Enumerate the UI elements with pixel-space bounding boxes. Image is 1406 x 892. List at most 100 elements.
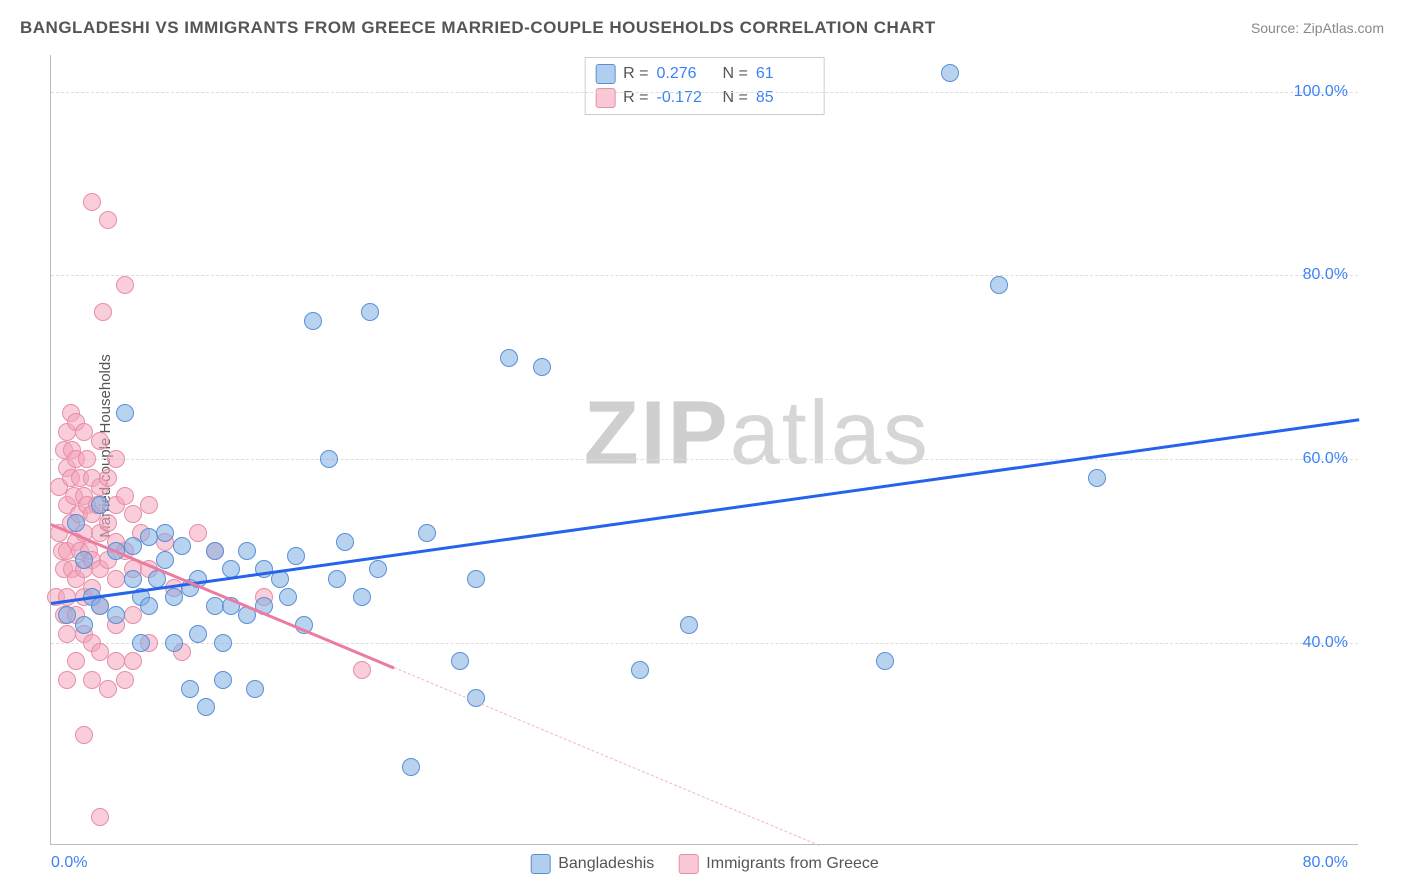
data-point: [75, 551, 93, 569]
y-tick-label: 80.0%: [1303, 266, 1348, 284]
data-point: [369, 560, 387, 578]
legend-item: Bangladeshis: [530, 854, 654, 874]
gridline: [51, 643, 1358, 644]
data-point: [451, 652, 469, 670]
data-point: [124, 606, 142, 624]
data-point: [58, 671, 76, 689]
stats-legend: R =0.276N =61R =-0.172N =85: [584, 57, 825, 115]
data-point: [287, 547, 305, 565]
data-point: [165, 588, 183, 606]
data-point: [67, 652, 85, 670]
data-point: [165, 634, 183, 652]
y-tick-label: 40.0%: [1303, 634, 1348, 652]
data-point: [418, 524, 436, 542]
data-point: [116, 487, 134, 505]
data-point: [124, 652, 142, 670]
data-point: [91, 808, 109, 826]
data-point: [353, 661, 371, 679]
data-point: [1088, 469, 1106, 487]
legend-swatch: [678, 854, 698, 874]
source-attribution: Source: ZipAtlas.com: [1251, 20, 1384, 36]
data-point: [91, 643, 109, 661]
data-point: [181, 680, 199, 698]
data-point: [116, 671, 134, 689]
x-tick-label: 0.0%: [51, 854, 87, 872]
data-point: [279, 588, 297, 606]
data-point: [941, 64, 959, 82]
data-point: [91, 597, 109, 615]
trendline-bangladeshis: [51, 418, 1359, 604]
data-point: [91, 432, 109, 450]
data-point: [214, 634, 232, 652]
legend-item: Immigrants from Greece: [678, 854, 878, 874]
data-point: [58, 588, 76, 606]
data-point: [140, 597, 158, 615]
data-point: [99, 680, 117, 698]
stats-row: R =0.276N =61: [595, 62, 814, 86]
data-point: [94, 303, 112, 321]
chart-title: BANGLADESHI VS IMMIGRANTS FROM GREECE MA…: [20, 18, 936, 38]
data-point: [402, 758, 420, 776]
data-point: [75, 726, 93, 744]
data-point: [99, 514, 117, 532]
gridline: [51, 275, 1358, 276]
n-value: 61: [756, 65, 814, 83]
data-point: [58, 625, 76, 643]
data-point: [336, 533, 354, 551]
data-point: [533, 358, 551, 376]
data-point: [83, 193, 101, 211]
data-point: [58, 606, 76, 624]
data-point: [328, 570, 346, 588]
data-point: [500, 349, 518, 367]
data-point: [124, 505, 142, 523]
data-point: [189, 625, 207, 643]
data-point: [75, 616, 93, 634]
data-point: [189, 524, 207, 542]
data-point: [156, 524, 174, 542]
data-point: [353, 588, 371, 606]
data-point: [83, 671, 101, 689]
r-label: R =: [623, 65, 648, 83]
data-point: [99, 469, 117, 487]
data-point: [214, 671, 232, 689]
data-point: [99, 211, 117, 229]
data-point: [361, 303, 379, 321]
y-tick-label: 100.0%: [1294, 83, 1348, 101]
data-point: [107, 606, 125, 624]
data-point: [304, 312, 322, 330]
data-point: [255, 560, 273, 578]
gridline: [51, 459, 1358, 460]
series-legend: Bangladeshis Immigrants from Greece: [530, 854, 879, 874]
data-point: [206, 597, 224, 615]
data-point: [91, 496, 109, 514]
data-point: [124, 570, 142, 588]
plot-area: ZIPatlas R =0.276N =61R =-0.172N =85 Ban…: [50, 55, 1358, 845]
data-point: [116, 404, 134, 422]
legend-swatch: [595, 64, 615, 84]
data-point: [320, 450, 338, 468]
watermark: ZIPatlas: [584, 382, 930, 485]
data-point: [990, 276, 1008, 294]
trendline-greece-extrapolated: [394, 667, 819, 846]
data-point: [124, 537, 142, 555]
legend-swatch: [530, 854, 550, 874]
data-point: [78, 450, 96, 468]
data-point: [107, 450, 125, 468]
data-point: [173, 537, 191, 555]
data-point: [680, 616, 698, 634]
legend-label: Immigrants from Greece: [706, 855, 878, 873]
y-tick-label: 60.0%: [1303, 450, 1348, 468]
data-point: [876, 652, 894, 670]
data-point: [107, 652, 125, 670]
r-value: 0.276: [657, 65, 715, 83]
stats-row: R =-0.172N =85: [595, 86, 814, 110]
data-point: [467, 570, 485, 588]
data-point: [132, 634, 150, 652]
data-point: [206, 542, 224, 560]
data-point: [140, 496, 158, 514]
data-point: [197, 698, 215, 716]
data-point: [246, 680, 264, 698]
data-point: [140, 528, 158, 546]
data-point: [238, 542, 256, 560]
data-point: [116, 276, 134, 294]
